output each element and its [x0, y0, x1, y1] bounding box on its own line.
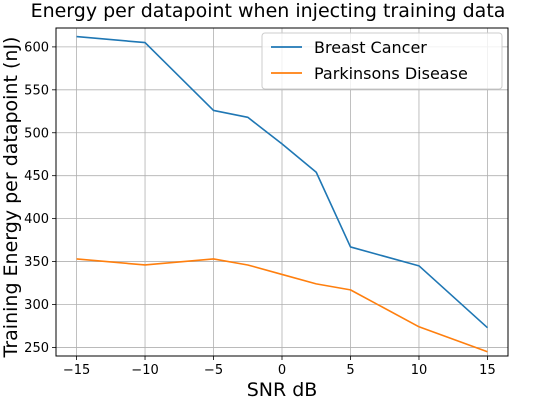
x-axis-label: SNR dB [247, 379, 318, 401]
x-tick-label: 5 [346, 363, 354, 378]
series-lines [76, 35, 488, 353]
legend: Breast Cancer Parkinsons Disease [261, 32, 503, 90]
chart-title: Energy per datapoint when injecting trai… [31, 0, 506, 22]
x-tick-label: 0 [278, 363, 286, 378]
y-tick-label: 400 [24, 212, 49, 227]
y-tick-label: 250 [24, 341, 49, 356]
y-tick-label: 300 [24, 298, 49, 313]
x-tick-label: 15 [479, 363, 496, 378]
x-tick-label: −15 [63, 363, 90, 378]
x-tick-label: 10 [411, 363, 428, 378]
legend-label-parkinsons-disease: Parkinsons Disease [314, 64, 468, 83]
x-tick-label: −10 [131, 363, 158, 378]
y-tick-label: 500 [24, 126, 49, 141]
y-tick-label: 600 [24, 40, 49, 55]
legend-label-breast-cancer: Breast Cancer [314, 38, 427, 57]
y-tick-label: 350 [24, 255, 49, 270]
y-axis-label: Training Energy per datapoint (nJ) [0, 37, 22, 359]
axis-ticks: −15 −10 −5 0 5 10 15 250 300 350 400 450 500 550 600 [24, 40, 496, 378]
x-tick-label: −5 [204, 363, 223, 378]
y-tick-label: 550 [24, 83, 49, 98]
series-line-parkinsons-disease [76, 258, 488, 353]
y-tick-label: 450 [24, 169, 49, 184]
series-line-breast-cancer [76, 35, 488, 329]
legend-box [261, 32, 503, 90]
